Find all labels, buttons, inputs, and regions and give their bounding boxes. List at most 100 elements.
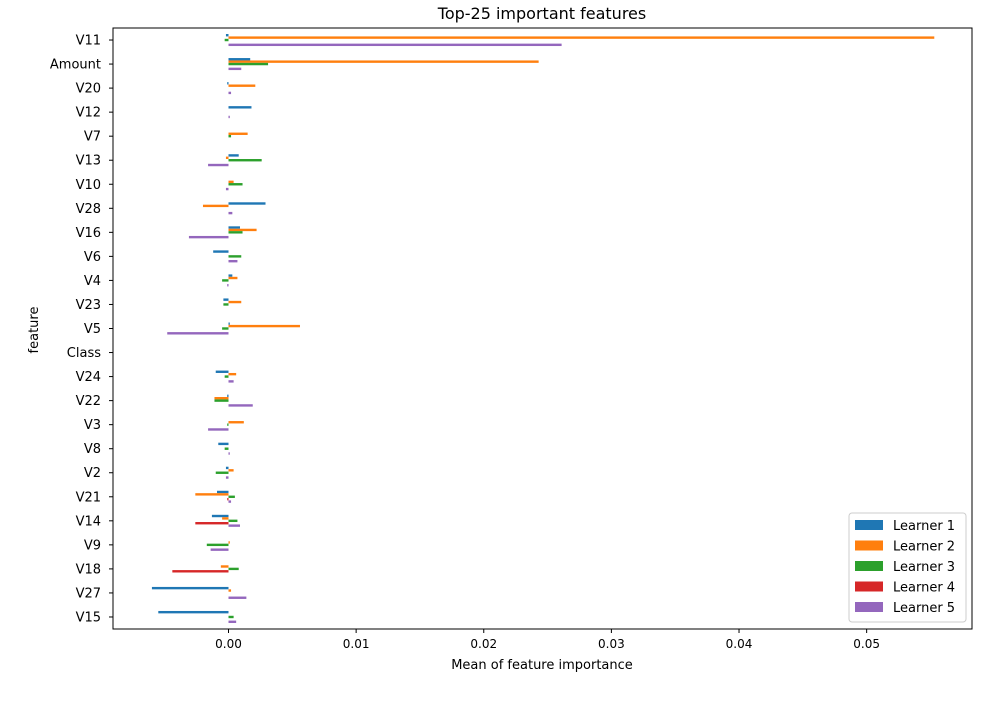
x-tick-label: 0.04 <box>726 637 753 651</box>
bar-v16-learner-1 <box>228 226 240 229</box>
bar-amount-learner-3 <box>228 62 269 66</box>
bar-v4-learner-1 <box>228 274 233 277</box>
bar-v5-learner-5 <box>167 332 229 335</box>
plot-frame <box>112 27 973 630</box>
legend-label-learner-1: Learner 1 <box>893 519 955 534</box>
bar-v3-learner-2 <box>228 421 244 424</box>
y-tick-label: V8 <box>84 442 101 457</box>
bar-v12-learner-1 <box>228 106 252 109</box>
legend-label-learner-3: Learner 3 <box>893 560 955 575</box>
bar-v12-learner-5 <box>228 115 230 119</box>
bar-v8-learner-1 <box>218 442 229 446</box>
y-tick-label: V12 <box>76 106 101 121</box>
bar-v16-learner-3 <box>228 231 243 234</box>
bar-v3-learner-3 <box>227 423 229 426</box>
y-tick-label: V7 <box>84 130 101 145</box>
bar-v24-learner-5 <box>228 380 234 383</box>
bar-v11-learner-2 <box>228 36 935 39</box>
bar-v27-learner-5 <box>228 596 247 599</box>
legend-swatch-learner-1 <box>855 520 883 530</box>
x-tick-label: 0.00 <box>215 637 242 651</box>
bar-v7-learner-3 <box>228 134 232 138</box>
bar-v27-learner-2 <box>228 589 232 592</box>
bar-v4-learner-5 <box>227 284 229 287</box>
bar-v24-learner-1 <box>215 370 229 373</box>
bar-amount-learner-5 <box>228 67 242 71</box>
bar-v8-learner-5 <box>228 452 230 455</box>
bar-v14-learner-2 <box>222 517 229 520</box>
bar-v21-learner-5 <box>228 500 232 503</box>
bar-v10-learner-2 <box>228 180 234 184</box>
bar-v16-learner-5 <box>188 235 229 239</box>
bar-v24-learner-3 <box>224 375 229 378</box>
bar-v15-learner-1 <box>158 610 229 614</box>
bar-v2-learner-3 <box>215 471 229 474</box>
y-tick-label: Amount <box>50 58 101 73</box>
bar-v21-learner-2 <box>195 493 229 496</box>
bar-v22-learner-5 <box>228 404 253 407</box>
bar-v20-learner-5 <box>228 91 232 95</box>
bar-v24-learner-2 <box>228 372 237 376</box>
bar-v2-learner-2 <box>228 469 234 472</box>
bar-v23-learner-3 <box>223 303 229 306</box>
bar-v5-learner-1 <box>228 322 230 325</box>
x-tick-label: 0.03 <box>598 637 625 651</box>
y-tick-label: V9 <box>84 538 101 553</box>
legend-label-learner-2: Learner 2 <box>893 540 955 555</box>
bar-v13-learner-2 <box>225 156 229 160</box>
bar-v22-learner-2 <box>214 397 229 400</box>
x-axis-label: Mean of feature importance <box>451 658 633 673</box>
bar-v18-learner-3 <box>228 567 239 571</box>
legend-label-learner-4: Learner 4 <box>893 581 955 596</box>
bar-v23-learner-2 <box>228 300 242 304</box>
bar-v13-learner-5 <box>208 163 229 167</box>
bar-v23-learner-1 <box>223 298 229 301</box>
bar-v2-learner-1 <box>225 466 229 470</box>
y-tick-label: Class <box>67 346 101 361</box>
bar-v14-learner-3 <box>228 519 238 523</box>
bar-v3-learner-5 <box>208 428 229 431</box>
bars-layer <box>151 34 935 623</box>
bar-v15-learner-3 <box>228 615 234 619</box>
y-tick-label: V14 <box>76 514 101 529</box>
bar-v7-learner-2 <box>228 132 248 135</box>
bar-v20-learner-1 <box>227 82 229 85</box>
bar-v6-learner-3 <box>228 255 242 258</box>
bar-v21-learner-4 <box>227 497 229 501</box>
bar-v5-learner-2 <box>228 324 300 328</box>
bar-v10-learner-3 <box>228 183 243 186</box>
x-axis: 0.00 0.01 0.02 0.03 0.04 0.05 <box>215 629 880 651</box>
y-tick-label: V23 <box>76 298 101 313</box>
y-tick-label: V28 <box>76 202 101 217</box>
bar-v11-learner-5 <box>228 43 562 47</box>
bar-v21-learner-1 <box>217 490 229 494</box>
bar-amount-learner-2 <box>228 60 539 63</box>
y-tick-label: V24 <box>76 370 101 385</box>
bar-v18-learner-2 <box>220 565 229 568</box>
legend-swatch-learner-5 <box>855 602 883 612</box>
bar-v14-learner-5 <box>228 524 240 527</box>
bar-v13-learner-1 <box>228 154 239 157</box>
legend-swatch-learner-4 <box>855 581 883 592</box>
chart-title: Top-25 important features <box>437 4 646 23</box>
bar-v22-learner-1 <box>227 394 229 398</box>
bar-v21-learner-3 <box>228 495 235 498</box>
bar-v8-learner-3 <box>224 447 229 450</box>
y-tick-label: V22 <box>76 394 101 409</box>
legend-label-learner-5: Learner 5 <box>893 601 955 616</box>
bar-v9-learner-2 <box>228 541 230 544</box>
y-tick-label: V10 <box>76 178 101 193</box>
y-tick-label: V18 <box>76 562 101 577</box>
bar-v28-learner-1 <box>228 202 266 205</box>
legend-swatch-learner-3 <box>855 561 883 571</box>
bar-v13-learner-3 <box>228 159 262 162</box>
bar-v22-learner-3 <box>214 399 229 402</box>
bar-amount-learner-1 <box>228 58 251 61</box>
bar-v6-learner-5 <box>228 259 238 263</box>
bar-v28-learner-5 <box>228 211 233 215</box>
bar-v20-learner-2 <box>228 84 256 87</box>
y-tick-label: V11 <box>76 34 101 49</box>
bar-v18-learner-4 <box>172 570 229 573</box>
